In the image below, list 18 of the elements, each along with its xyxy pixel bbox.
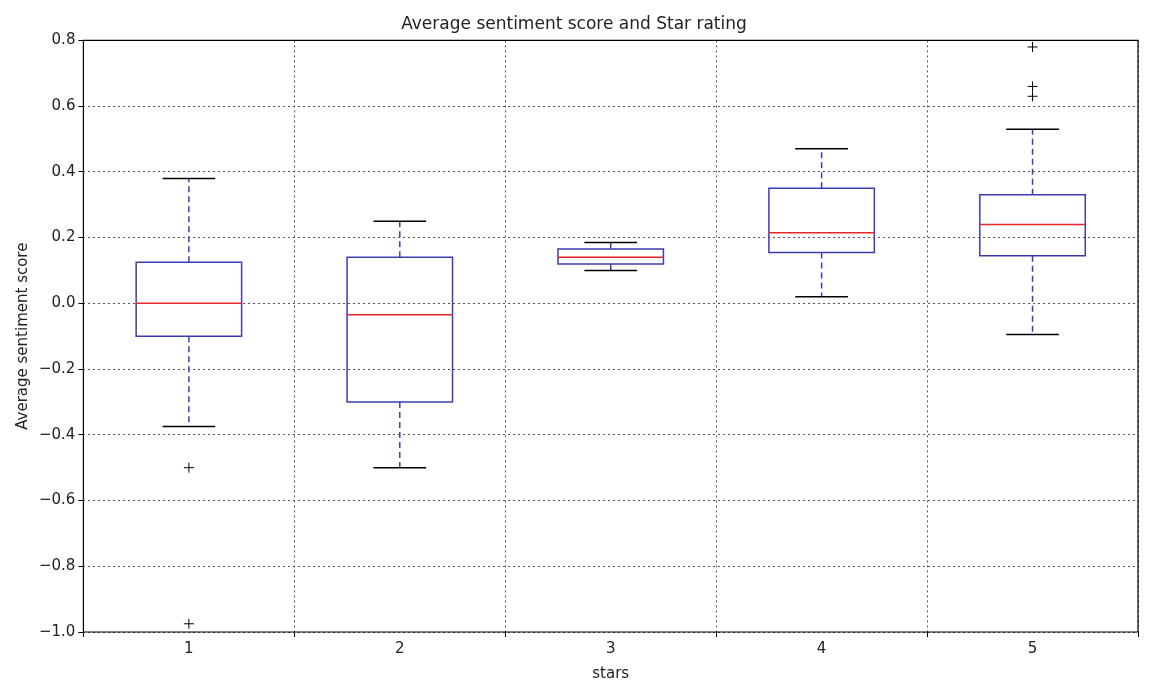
y-tick-label: −0.4 [38,424,76,443]
y-tick-label: 0.4 [51,161,76,180]
x-tick-label: 5 [1027,638,1038,657]
y-tick-label: 0.8 [51,30,76,49]
y-axis-title: Average sentiment score [12,242,31,430]
y-tick-label: 0.2 [51,227,76,246]
chart-title: Average sentiment score and Star rating [401,12,747,33]
y-tick-label: 0.6 [51,96,76,115]
y-tick-label: 0.0 [51,293,76,312]
y-tick-label: −1.0 [38,621,76,640]
y-tick-label: −0.2 [38,358,76,377]
y-tick-label: −0.6 [38,490,76,509]
x-tick-label: 3 [605,638,616,657]
x-tick-label: 4 [816,638,827,657]
x-tick-label: 2 [395,638,405,657]
x-axis-title: stars [592,663,630,682]
y-tick-label: −0.8 [38,556,76,575]
x-tick-label: 1 [184,638,194,657]
